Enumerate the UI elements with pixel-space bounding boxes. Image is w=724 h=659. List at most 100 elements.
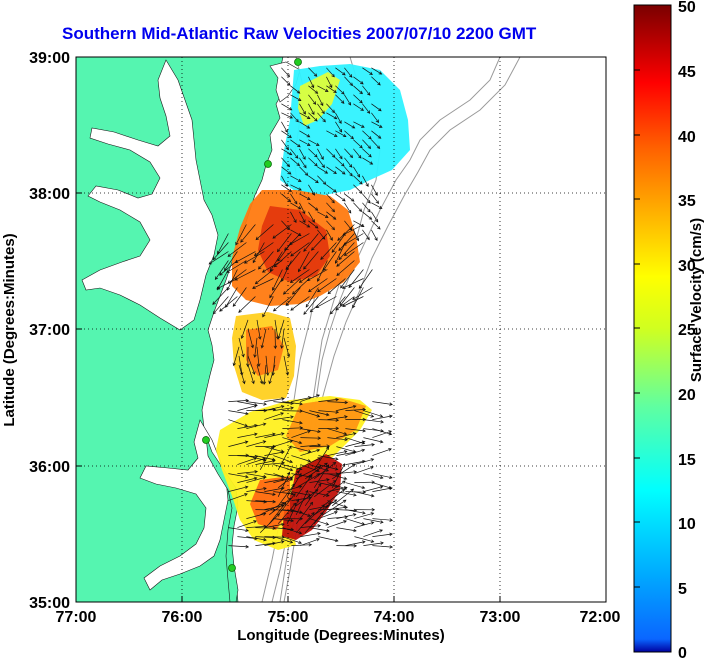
velocity-arrow: [363, 437, 384, 444]
velocity-arrow: [237, 476, 258, 483]
velocity-arrow: [277, 319, 285, 340]
velocity-arrow: [334, 242, 346, 264]
velocity-arrow: [238, 337, 245, 358]
velocity-arrow: [309, 296, 328, 313]
velocity-arrow: [304, 462, 328, 480]
velocity-arrow: [318, 464, 339, 471]
velocity-arrow: [300, 410, 321, 418]
chesapeake-bay: [81, 59, 219, 331]
velocity-arrow: [298, 251, 310, 273]
velocity-arrow: [228, 545, 250, 549]
velocity-arrow: [212, 242, 229, 261]
velocity-arrow: [354, 491, 375, 498]
velocity-arrow: [362, 202, 371, 213]
velocity-arrow: [335, 67, 346, 76]
velocity-arrow: [281, 166, 292, 175]
velocity-arrow: [345, 448, 366, 456]
velocity-arrow: [326, 67, 335, 78]
velocity-arrow: [219, 260, 238, 276]
velocity-arrow: [269, 251, 283, 272]
velocity-arrow: [264, 540, 285, 546]
velocity-arrow: [309, 518, 330, 526]
velocity-arrow: [336, 432, 357, 438]
velocity-arrow: [273, 518, 295, 523]
velocity-arrow: [246, 476, 267, 483]
velocity-arrow: [281, 220, 291, 231]
velocity-arrow: [353, 76, 364, 85]
velocity-arrow: [264, 432, 285, 438]
velocity-arrow: [335, 121, 343, 133]
velocity-arrow: [309, 478, 330, 483]
velocity-arrow: [363, 410, 384, 418]
velocity-arrow: [353, 103, 365, 111]
velocity-arrow: [317, 166, 329, 174]
velocity-arrow: [238, 364, 246, 385]
velocity-arrow: [362, 175, 369, 187]
velocity-arrow: [308, 202, 319, 211]
velocity-arrow: [326, 76, 333, 89]
velocity-arrow: [290, 148, 299, 159]
velocity-arrow: [309, 527, 330, 533]
velocity-arrow: [337, 224, 355, 241]
velocity-arrow: [353, 121, 365, 128]
velocity-arrow: [323, 499, 347, 516]
delaware-bay: [269, 61, 301, 103]
velocity-arrow: [256, 319, 262, 340]
velocity-arrow: [290, 296, 310, 311]
velocity-field: [216, 64, 410, 550]
velocity-arrow: [291, 446, 312, 453]
velocity-arrow: [264, 405, 285, 411]
velocity-arrow: [247, 364, 255, 385]
velocity-arrow: [329, 296, 346, 315]
velocity-arrow: [363, 518, 384, 524]
velocity-arrow: [317, 278, 337, 293]
velocity-arrow: [362, 193, 371, 204]
velocity-arrow: [353, 85, 363, 95]
velocity-arrow: [336, 260, 355, 276]
velocity-arrow: [277, 470, 300, 489]
velocity-arrow: [268, 502, 287, 525]
velocity-arrow: [277, 502, 297, 525]
velocity-arrow: [335, 148, 343, 160]
velocity-arrow: [253, 242, 274, 257]
velocity-arrow: [354, 507, 376, 512]
velocity-arrow: [277, 483, 295, 507]
colorbar-tick-label: 20: [678, 387, 696, 404]
velocity-arrow: [318, 426, 340, 431]
velocity-arrow: [341, 278, 364, 289]
velocity-arrow: [372, 486, 393, 492]
velocity-arrow: [281, 148, 293, 156]
velocity-arrow: [277, 493, 296, 516]
velocity-arrow: [310, 233, 328, 251]
y-tick-label: 38:00: [29, 186, 70, 203]
velocity-arrow: [246, 486, 267, 492]
velocity-arrow: [358, 269, 373, 289]
velocity-arrow: [299, 157, 307, 169]
velocity-arrow: [295, 489, 309, 515]
velocity-arrow: [317, 157, 325, 169]
velocity-arrow: [262, 364, 267, 386]
velocity-arrow: [317, 148, 324, 160]
grid-lines: [76, 57, 606, 602]
velocity-arrow: [282, 536, 302, 545]
velocity-arrow: [295, 501, 314, 525]
velocity-arrow: [353, 229, 360, 242]
velocity-arrow: [326, 229, 333, 241]
velocity-arrow: [290, 202, 302, 210]
velocity-arrow: [308, 85, 319, 94]
velocity-arrow: [255, 459, 276, 465]
velocity-arrow: [295, 512, 315, 534]
velocity-arrow: [371, 193, 380, 204]
x-tick-label: 72:00: [580, 609, 621, 626]
velocity-region-central-core: [258, 206, 330, 282]
velocity-arrow: [253, 337, 258, 358]
velocity-arrow: [318, 418, 340, 422]
velocity-arrow: [332, 463, 356, 480]
velocity-arrow: [353, 139, 363, 149]
velocity-arrow: [273, 491, 295, 496]
velocity-arrow: [291, 455, 312, 463]
velocity-arrow: [327, 520, 347, 528]
velocity-arrow: [290, 184, 302, 191]
velocity-arrow: [308, 278, 328, 293]
velocity-arrow: [362, 139, 372, 150]
